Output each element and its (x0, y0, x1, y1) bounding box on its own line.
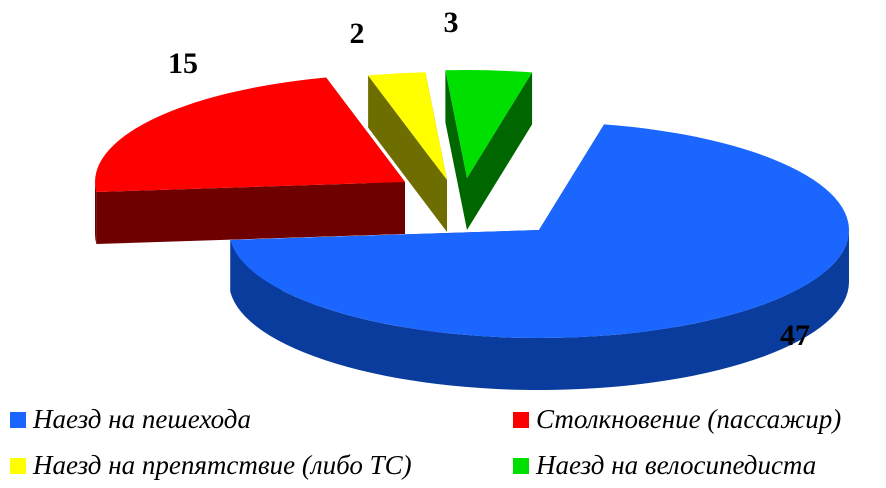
legend-label: Наезд на препятствие (либо ТС) (33, 450, 412, 480)
pie-slice-3 (445, 70, 533, 178)
legend-item-obstacle: Наезд на препятствие (либо ТС) (10, 450, 412, 481)
pie-slice-1 (94, 77, 405, 193)
legend-item-collision: Столкновение (пассажир) (513, 404, 841, 435)
pie-slice-cut-3 (467, 72, 533, 231)
data-label-2: 2 (350, 17, 365, 50)
pie-slice-cut-3 (445, 70, 467, 230)
legend-label: Столкновение (пассажир) (536, 404, 842, 434)
pie-slice-cut-1 (96, 182, 406, 245)
pie-slice-side-0 (230, 230, 850, 390)
data-labels: 47 15 2 3 (168, 6, 810, 352)
data-label-47: 47 (780, 319, 810, 352)
pie-slice-0 (230, 124, 850, 339)
pie-chart: 47 15 2 3 (94, 6, 850, 390)
legend-swatch-red (513, 411, 529, 428)
legend-swatch-blue (10, 411, 26, 428)
data-label-3: 3 (444, 6, 459, 39)
legend-label: Наезд на пешехода (33, 404, 251, 434)
pie-slice-cut-2 (368, 75, 447, 232)
legend-label: Наезд на велосипедиста (536, 450, 817, 480)
legend-swatch-green (513, 457, 529, 474)
legend-swatch-yellow (10, 457, 26, 474)
legend-item-cyclist: Наезд на велосипедиста (513, 450, 816, 481)
legend: Наезд на пешехода Столкновение (пассажир… (0, 400, 886, 488)
pie-slice-2 (368, 72, 447, 180)
pie-slices (94, 70, 850, 390)
pie-slice-side-1 (95, 182, 97, 245)
data-label-15: 15 (168, 47, 198, 80)
legend-item-pedestrian: Наезд на пешехода (10, 404, 251, 435)
